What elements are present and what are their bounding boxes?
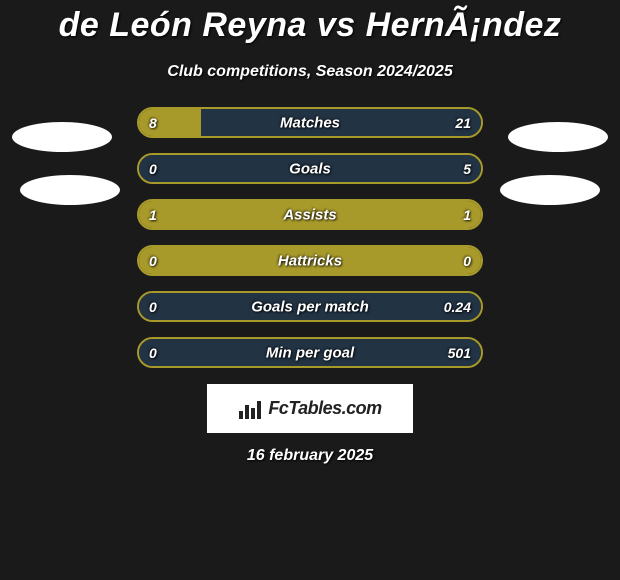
stat-row: Matches821 [137,107,483,138]
stat-bar-fill-left [139,247,481,274]
stat-bar-fill-right [139,155,481,182]
branding-badge: FcTables.com [207,384,413,433]
stat-bar-fill-right [139,339,481,366]
left-team-logo-2 [20,175,120,205]
stat-row: Goals per match00.24 [137,291,483,322]
stat-bar-track [137,291,483,322]
stat-bar-track [137,337,483,368]
page-title: de León Reyna vs HernÃ¡ndez [0,0,620,45]
stat-bar-fill-right [139,293,481,320]
right-team-logo-2 [500,175,600,205]
stat-bar-track [137,199,483,230]
stat-bar-fill-right [201,109,481,136]
left-team-logo-1 [12,122,112,152]
stat-row: Assists11 [137,199,483,230]
stat-bar-track [137,245,483,276]
stat-row: Goals05 [137,153,483,184]
footer-date: 16 february 2025 [0,447,620,465]
stat-bar-fill-left [139,109,201,136]
stat-row: Hattricks00 [137,245,483,276]
subtitle: Club competitions, Season 2024/2025 [0,63,620,81]
stat-row: Min per goal0501 [137,337,483,368]
stat-bar-fill-left [139,201,481,228]
stat-bar-track [137,107,483,138]
bar-chart-icon [238,399,262,419]
branding-text: FcTables.com [268,398,381,419]
stat-bar-track [137,153,483,184]
right-team-logo-1 [508,122,608,152]
